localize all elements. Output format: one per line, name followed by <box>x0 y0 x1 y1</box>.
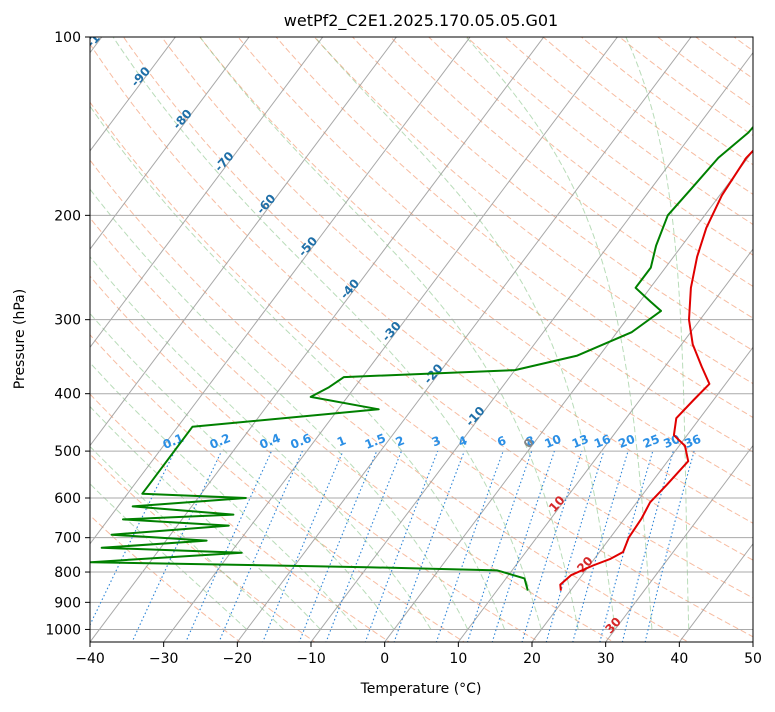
dry-adiabat <box>380 26 775 654</box>
moist-adiabat <box>626 37 689 629</box>
mixing-ratio-label: 25 <box>641 432 662 451</box>
isotherm-line <box>7 24 480 654</box>
isotherm-label: -100 <box>84 19 114 51</box>
x-tick-label: −40 <box>75 651 105 667</box>
mixing-ratio-label: 6 <box>495 433 508 449</box>
mixing-ratio-line <box>361 451 438 654</box>
y-tick-label: 300 <box>54 313 81 329</box>
y-tick-label: 1000 <box>45 622 81 638</box>
isotherm-label: -80 <box>170 106 195 131</box>
isotherm-line <box>228 24 701 654</box>
mixing-ratio-line <box>127 451 222 654</box>
temperature-profile <box>560 37 775 591</box>
x-tick-label: 40 <box>670 651 688 667</box>
mixing-ratio-label: 10 <box>543 432 564 451</box>
isotherm-label: -10 <box>463 404 488 429</box>
x-tick-label: 30 <box>597 651 615 667</box>
dry-adiabat <box>116 26 775 654</box>
x-tick-label: 0 <box>380 651 389 667</box>
y-tick-label: 900 <box>54 595 81 611</box>
y-tick-label: 400 <box>54 387 81 403</box>
dry-adiabat <box>0 26 332 654</box>
mixing-ratio-line <box>295 451 377 654</box>
dry-adiabat <box>531 26 775 654</box>
x-tick-label: 10 <box>449 651 467 667</box>
isotherm-line <box>0 24 333 654</box>
mixing-ratio-label: 0.2 <box>208 431 233 452</box>
chart-title: wetPf2_C2E1.2025.170.05.05.G01 <box>284 11 558 31</box>
isotherm-label: -40 <box>337 276 362 301</box>
dry-adiabat <box>606 26 775 654</box>
dry-adiabat <box>267 26 775 654</box>
y-tick-label: 200 <box>54 208 81 224</box>
mixing-ratio-label: 4 <box>456 433 469 449</box>
mixing-ratio-line <box>489 451 555 654</box>
dry-adiabat <box>682 26 775 654</box>
dry-adiabat <box>0 26 407 654</box>
mixing-ratio-label: 0.4 <box>258 431 283 452</box>
mixing-ratio-line <box>642 451 694 654</box>
mixing-ratio-line <box>258 451 343 654</box>
dry-adiabat <box>0 26 483 654</box>
moist-adiabat <box>0 37 247 629</box>
dry-adiabat <box>719 26 775 654</box>
isotherm-line <box>81 24 554 654</box>
mixing-ratio-line <box>433 451 504 654</box>
x-axis-label: Temperature (°C) <box>360 681 482 697</box>
dry-adiabat <box>493 26 775 654</box>
isotherm-label: -30 <box>379 319 404 344</box>
mixing-ratio-line <box>464 451 532 654</box>
y-tick-label: 800 <box>54 565 81 581</box>
isotherm-line <box>302 24 775 654</box>
mixing-ratio-label: 13 <box>570 432 591 451</box>
mixing-ratio-line <box>543 451 604 654</box>
dry-adiabat <box>229 26 775 654</box>
x-tick-label: 20 <box>523 651 541 667</box>
x-tick-label: 50 <box>744 651 762 667</box>
dry-adiabat <box>0 26 559 654</box>
mixing-ratio-label: 20 <box>616 432 637 451</box>
y-tick-label: 500 <box>54 444 81 460</box>
dry-adiabat <box>569 26 775 654</box>
dry-adiabat <box>3 26 710 654</box>
isotherm-line <box>744 24 775 654</box>
y-tick-label: 700 <box>54 531 81 547</box>
mixing-ratio-line <box>519 451 582 654</box>
y-tick-label: 100 <box>54 30 81 46</box>
isotherm-label: -90 <box>128 64 153 89</box>
dry-adiabat <box>418 26 775 654</box>
dry-adiabat <box>644 26 775 654</box>
x-tick-label: −30 <box>149 651 179 667</box>
dry-adiabat <box>305 26 775 654</box>
x-tick-label: −20 <box>223 651 253 667</box>
isotherm-label: 40 <box>630 675 652 697</box>
mixing-ratio-label: 3 <box>430 433 443 449</box>
mixing-ratio-label: 2 <box>394 433 407 449</box>
mixing-ratio-label: 1 <box>335 433 348 449</box>
dry-adiabat <box>192 26 775 654</box>
isotherm-label: 0 <box>521 435 537 451</box>
isotherm-line <box>0 24 406 654</box>
mixing-ratio-label: 16 <box>592 432 613 451</box>
mixing-ratio-label: 0.6 <box>288 431 313 452</box>
mixing-ratio-line <box>390 451 464 654</box>
y-axis-label: Pressure (hPa) <box>12 289 28 389</box>
x-tick-label: −10 <box>296 651 326 667</box>
y-tick-label: 600 <box>54 491 81 507</box>
isotherm-label: -60 <box>254 191 279 216</box>
